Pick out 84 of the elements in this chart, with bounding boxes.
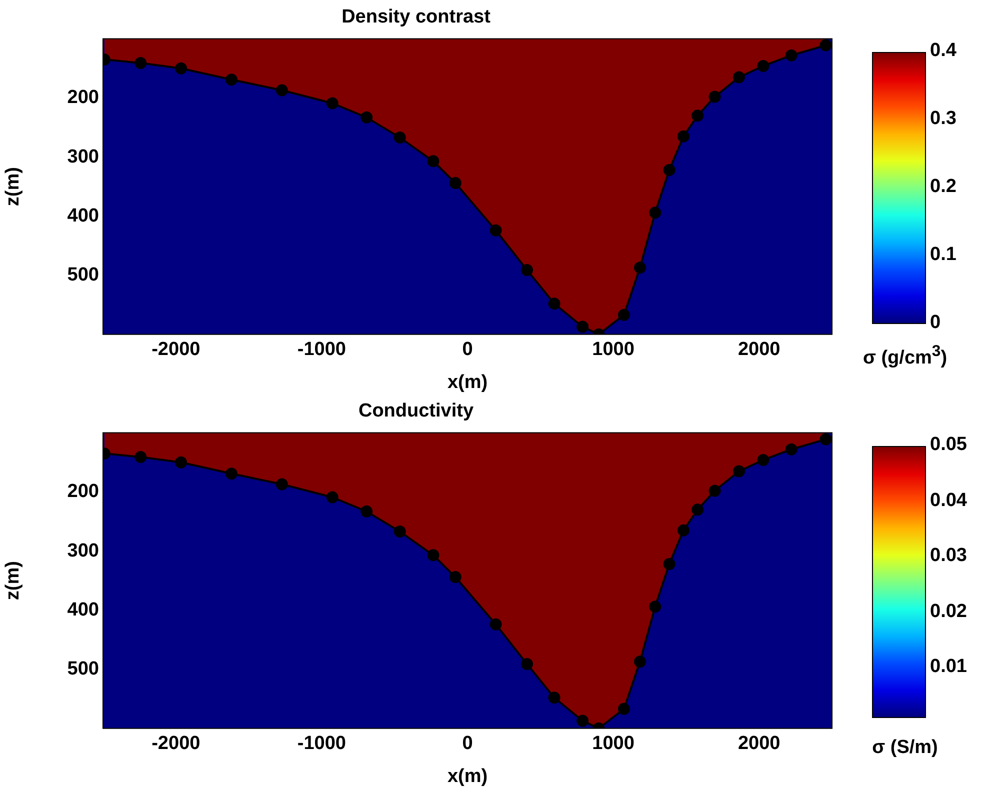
point [692, 504, 704, 516]
point [785, 443, 798, 456]
point [677, 130, 690, 142]
point [757, 60, 770, 72]
y-tick-label: 300 [67, 540, 99, 562]
point [175, 62, 188, 74]
color-bar-label: 0.4 [930, 40, 956, 63]
point [649, 206, 662, 219]
point [663, 558, 676, 570]
color-bar-label: 0.2 [930, 176, 956, 199]
x-tick-label: 1000 [592, 339, 634, 360]
color-bar-label: 0.02 [930, 600, 967, 624]
x-tick-label: -1000 [297, 339, 346, 360]
point [732, 465, 745, 478]
y-tick-label: 300 [67, 146, 99, 168]
x-tick-label: 0 [462, 733, 473, 754]
y-tick-label: 400 [67, 599, 99, 620]
x-tick-label: 2000 [738, 339, 780, 360]
point [634, 656, 646, 668]
y-axis-title: z(m) [2, 167, 24, 206]
point [548, 298, 560, 310]
point [618, 702, 630, 715]
point [785, 49, 798, 62]
point [677, 524, 690, 536]
point [225, 74, 238, 86]
y-axis-title: z(m) [2, 561, 24, 600]
x-tick-label: 1000 [592, 733, 634, 754]
x-axis-title: x(m) [447, 372, 488, 393]
color-bar-label: 0.05 [930, 434, 967, 457]
point [360, 505, 373, 518]
point [576, 714, 589, 727]
point [326, 97, 338, 110]
point [360, 111, 373, 124]
point [757, 454, 770, 466]
point [326, 491, 338, 504]
point [134, 57, 147, 70]
point [394, 526, 406, 538]
point [520, 264, 533, 276]
color-bar-label: 0.01 [930, 656, 967, 680]
point [394, 132, 406, 144]
x-tick-label: -2000 [152, 733, 200, 754]
point [634, 262, 646, 274]
chart-title: Conductivity [358, 400, 474, 422]
y-tick-label: 200 [67, 481, 99, 502]
point [427, 155, 440, 168]
x-tick-label: -1000 [297, 733, 346, 754]
point [490, 224, 502, 236]
x-axis-title: x(m) [447, 766, 488, 787]
point [732, 71, 745, 84]
point [708, 90, 721, 103]
color-bar-label: 0.3 [930, 108, 956, 131]
point [708, 484, 721, 497]
point [663, 164, 676, 176]
color-bar-label: 0.1 [930, 244, 956, 267]
point [820, 433, 832, 446]
point [820, 39, 832, 52]
point [520, 658, 533, 670]
point [692, 110, 704, 122]
y-tick-label: 200 [67, 87, 99, 108]
point [134, 451, 147, 464]
chart-title: Density contrast [342, 6, 492, 28]
point [276, 478, 288, 490]
point [548, 692, 560, 704]
color-bar-label: 0 [930, 312, 941, 335]
x-tick-label: 2000 [738, 733, 780, 754]
point [449, 571, 462, 584]
point [576, 320, 589, 333]
color-bar-label: 0.03 [930, 545, 967, 568]
point [175, 456, 188, 468]
y-tick-label: 400 [67, 205, 99, 226]
point [427, 549, 440, 562]
point [618, 308, 630, 321]
x-tick-label: 0 [462, 339, 473, 360]
color-bar-title: σ (g/cm$^{3}$) [862, 343, 948, 370]
y-tick-label: 500 [67, 264, 99, 286]
color-bar-label: 0.04 [930, 490, 967, 512]
point [225, 468, 238, 480]
point [449, 177, 462, 190]
point [276, 84, 288, 96]
point [649, 600, 662, 613]
x-tick-label: -2000 [152, 339, 200, 360]
point [490, 618, 502, 630]
color-bar-title: σ (S/m) [871, 737, 939, 759]
y-tick-label: 500 [67, 658, 99, 680]
